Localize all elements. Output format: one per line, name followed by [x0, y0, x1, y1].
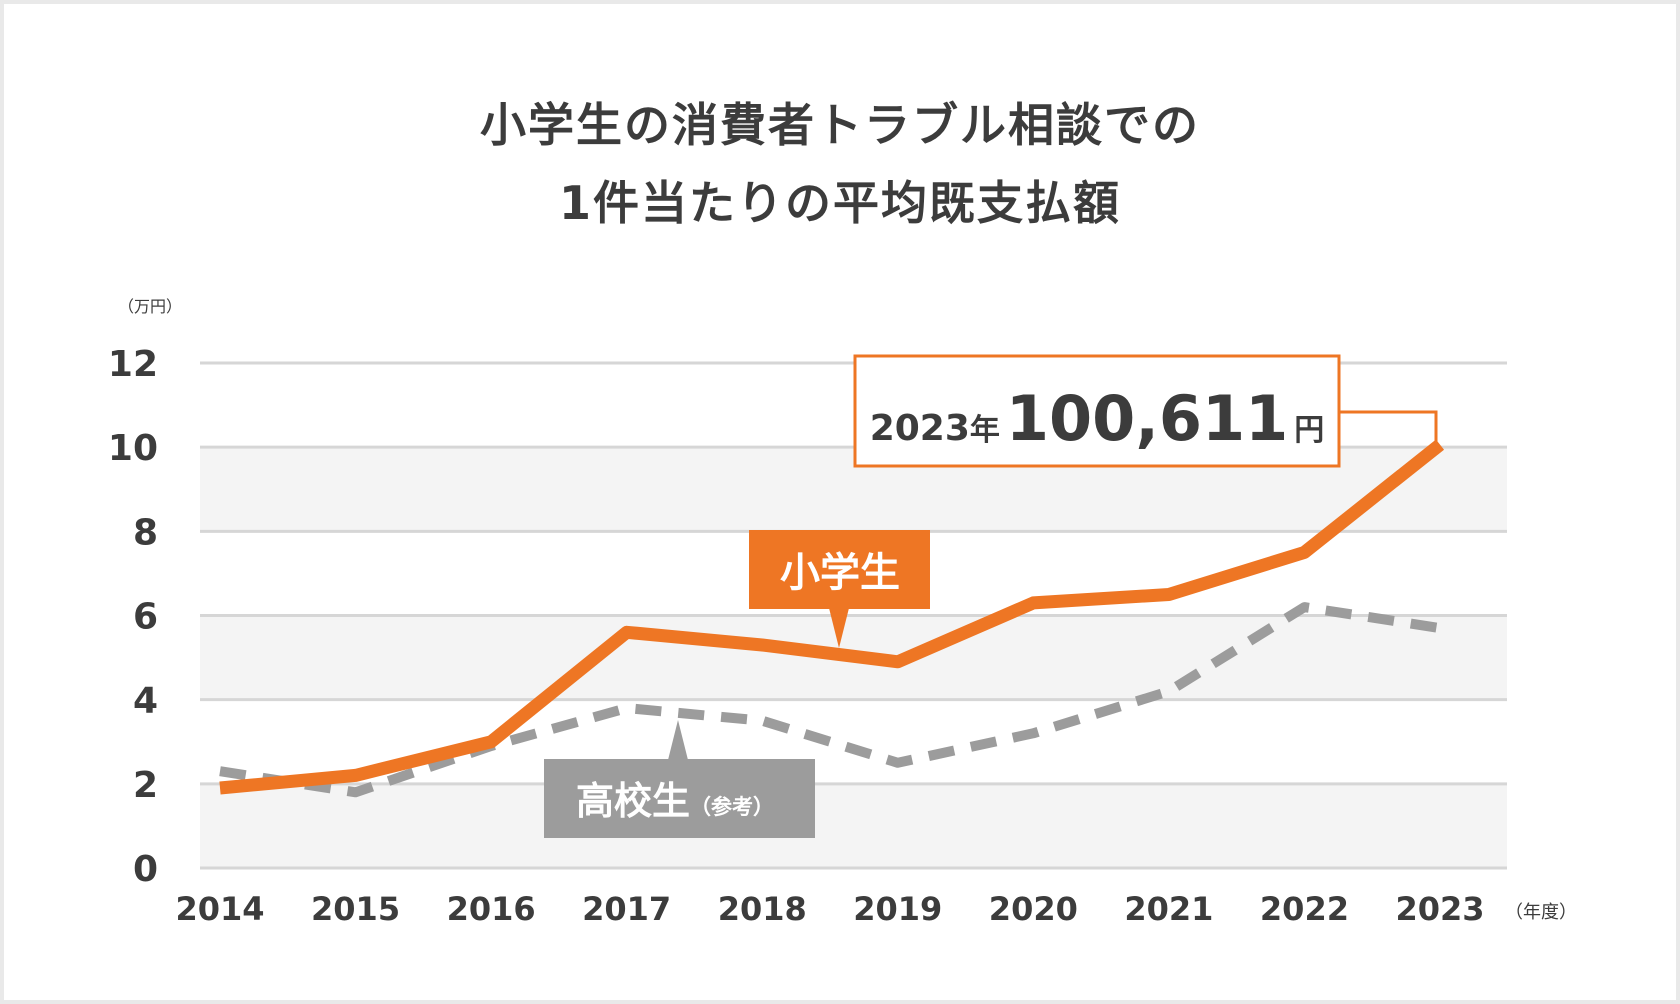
chart-title: 小学生の消費者トラブル相談での 1件当たりの平均既支払額: [4, 86, 1676, 242]
x-tick-label: 2015: [311, 890, 400, 928]
callout-leader-line: [1339, 410, 1438, 446]
y-tick-label: 12: [108, 344, 158, 385]
x-tick-label: 2019: [853, 890, 942, 928]
value-callout: 2023年100,611 円: [853, 354, 1438, 468]
y-tick-label: 10: [108, 428, 158, 469]
y-tick-label: 8: [133, 512, 158, 553]
plot-band: [200, 783, 1507, 868]
elementary-label-box: [749, 530, 930, 609]
high-school-label-pointer: [668, 720, 688, 760]
y-tick-label: 6: [133, 597, 158, 638]
callout-box: [853, 354, 1341, 468]
x-tick-label: 2017: [582, 890, 671, 928]
x-tick-label: 2023: [1395, 890, 1484, 928]
y-axis-ticks: 0 2 4 6 8 10 12: [108, 344, 158, 890]
high-school-label-note: （参考）: [690, 795, 774, 819]
callout-year-suffix: 年: [970, 413, 1000, 448]
y-axis-unit-label: （万円）: [118, 297, 182, 316]
x-tick-label: 2014: [175, 890, 264, 928]
chart-title-line-1: 小学生の消費者トラブル相談での: [480, 98, 1200, 152]
series-layer: [219, 439, 1445, 798]
callout-amount-unit: 円: [1294, 413, 1324, 448]
elementary-label-pointer: [829, 608, 849, 648]
x-axis-unit-label: （年度）: [1505, 902, 1577, 923]
y-tick-label: 2: [133, 765, 158, 806]
high-school-label-main: 高校生: [576, 779, 690, 823]
callout-year: 2023: [870, 408, 970, 449]
callout-text: 2023年100,611 円: [870, 382, 1325, 455]
high-school-label: 高校生（参考）: [576, 779, 774, 823]
x-tick-label: 2022: [1260, 890, 1349, 928]
series-line-elementary: [219, 439, 1445, 795]
y-tick-label: 4: [133, 681, 158, 722]
x-tick-label: 2021: [1124, 890, 1213, 928]
x-tick-label: 2016: [447, 890, 536, 928]
y-tick-label: 0: [133, 849, 158, 890]
x-tick-label: 2020: [989, 890, 1078, 928]
callout-amount: 100,611: [1006, 382, 1288, 455]
x-tick-label: 2018: [718, 890, 807, 928]
x-axis-ticks: 2014 2015 2016 2017 2018 2019 2020 2021 2022 2023: [175, 890, 1484, 928]
chart-title-line-2: 1件当たりの平均既支払額: [558, 176, 1121, 230]
elementary-label: 小学生: [780, 550, 900, 596]
high-school-label-box: [544, 759, 815, 838]
